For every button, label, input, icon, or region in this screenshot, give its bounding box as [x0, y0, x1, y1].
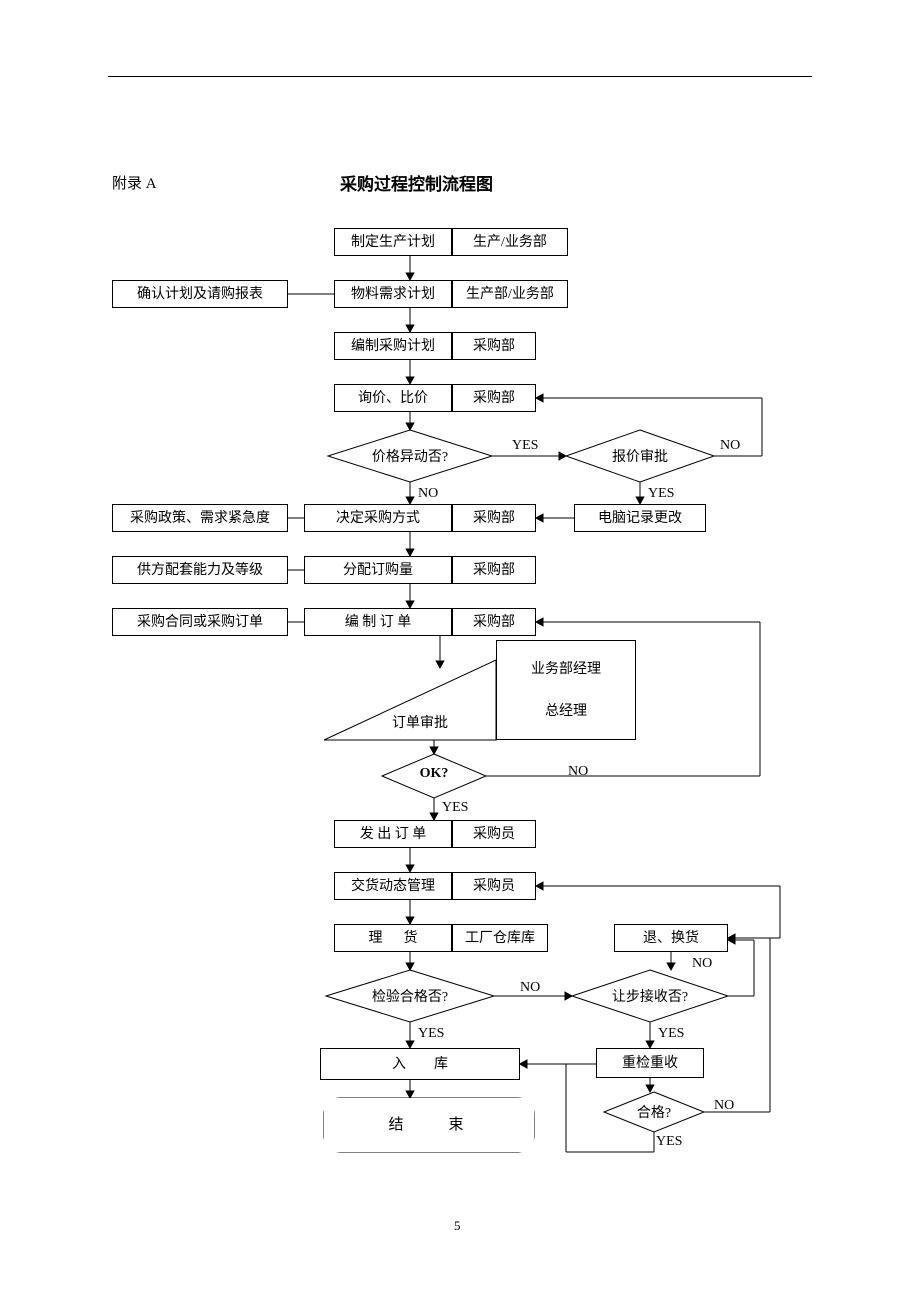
label-l_yes_d6: YES	[656, 1134, 682, 1150]
node-n4a: 询价、比价	[334, 384, 452, 412]
node-n6b: 采购部	[452, 556, 536, 584]
node-n8b: 采购员	[452, 820, 536, 848]
node-n5a: 决定采购方式	[304, 504, 452, 532]
node-d6: 合格?	[604, 1102, 704, 1122]
node-d1: 价格异动否?	[360, 446, 460, 466]
node-nret: 退、换货	[614, 924, 728, 952]
label-l_yes_ok: YES	[442, 800, 468, 816]
node-n3a: 编制采购计划	[334, 332, 452, 360]
flowchart: 制定生产计划生产/业务部确认计划及请购报表 物料需求计划生产部/业务部编制采购计划…	[0, 0, 920, 1302]
node-side4: 采购合同或采购订单	[112, 608, 288, 636]
node-d2: 报价审批	[590, 446, 690, 466]
node-d4: 检验合格否?	[360, 986, 460, 1006]
node-n3b: 采购部	[452, 332, 536, 360]
node-n4b: 采购部	[452, 384, 536, 412]
page: 附录 A 采购过程控制流程图 5 制定生产计划生产/业务部确认计划及请购报表物料…	[0, 0, 920, 1302]
label-l_yes1: YES	[512, 438, 538, 454]
label-l_yes_d5: YES	[658, 1026, 684, 1042]
label-l_no_d4: NO	[520, 980, 540, 996]
node-n8a: 发 出 订 单	[334, 820, 452, 848]
node-n7a: 编 制 订 单	[304, 608, 452, 636]
node-n11: 入 库	[320, 1048, 520, 1080]
label-l_no_d6: NO	[714, 1098, 734, 1114]
node-d3: OK?	[384, 766, 484, 782]
node-n1b: 生产/业务部	[452, 228, 568, 256]
node-n_recheck: 重检重收	[596, 1048, 704, 1078]
node-d5: 让步接收否?	[600, 986, 700, 1006]
node-tri: 订单审批	[392, 712, 448, 732]
label-l_no_ok: NO	[568, 764, 588, 780]
node-n2b: 生产部/业务部	[452, 280, 568, 308]
node-n1a: 制定生产计划	[334, 228, 452, 256]
node-n7b: 采购部	[452, 608, 536, 636]
node-n5b: 采购部	[452, 504, 536, 532]
node-n10a: 理 货	[334, 924, 452, 952]
node-side1: 确认计划及请购报表	[112, 280, 288, 308]
node-n9b: 采购员	[452, 872, 536, 900]
node-n10b: 工厂仓库库	[452, 924, 548, 952]
label-l_yes2: YES	[648, 486, 674, 502]
node-side2: 采购政策、需求紧急度	[112, 504, 288, 532]
node-n6a: 分配订购量	[304, 556, 452, 584]
node-n9a: 交货动态管理	[334, 872, 452, 900]
node-trir: 业务部经理 总经理	[496, 640, 636, 740]
node-end: 结 束	[324, 1098, 534, 1152]
label-l_no1b: NO	[418, 486, 438, 502]
node-n_rec: 电脑记录更改	[574, 504, 706, 532]
label-l_yes_d4: YES	[418, 1026, 444, 1042]
node-side3: 供方配套能力及等级	[112, 556, 288, 584]
label-l_no1: NO	[720, 438, 740, 454]
label-l_no_d5: NO	[692, 956, 712, 972]
node-n2a: 物料需求计划	[334, 280, 452, 308]
